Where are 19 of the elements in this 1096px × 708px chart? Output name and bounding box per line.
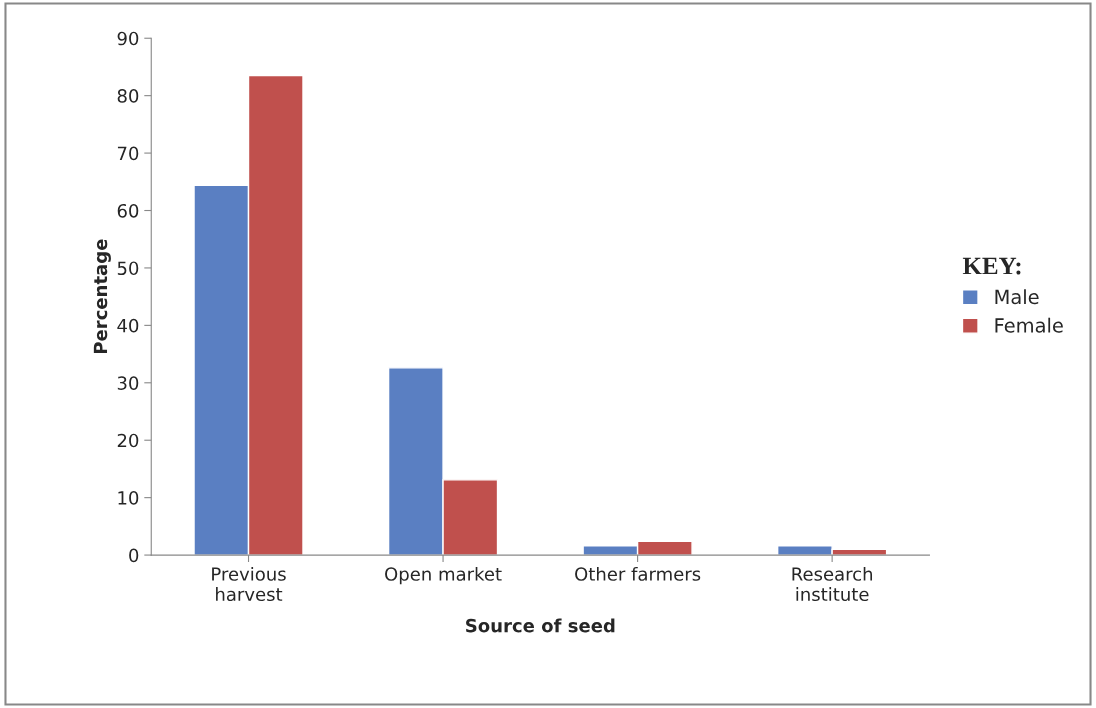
- legend-label: Female: [995, 317, 1063, 333]
- y-tick-label: 60: [117, 203, 139, 218]
- x-tick-label: Other farmers: [575, 566, 701, 581]
- legend-label: Male: [995, 289, 1039, 305]
- y-tick-label: 50: [117, 261, 139, 276]
- legend-title: KEY:: [962, 257, 1021, 275]
- y-tick-label: 70: [117, 146, 139, 161]
- y-tick-label: 20: [117, 433, 139, 448]
- x-tick-label: Research institute: [792, 566, 873, 602]
- y-tick-label: 10: [118, 491, 139, 505]
- y-tick-label: 30: [117, 376, 139, 390]
- y-tick-label: 0: [129, 548, 139, 563]
- x-axis-title: Source of seed: [466, 618, 615, 633]
- y-tick-label: 40: [117, 318, 139, 333]
- y-tick-label: 90: [117, 31, 139, 46]
- y-tick-label: 80: [117, 89, 139, 103]
- x-tick-label: Open market: [385, 566, 502, 585]
- y-axis-title: Percentage: [93, 239, 111, 354]
- x-tick-label: Previous harvest: [212, 566, 286, 602]
